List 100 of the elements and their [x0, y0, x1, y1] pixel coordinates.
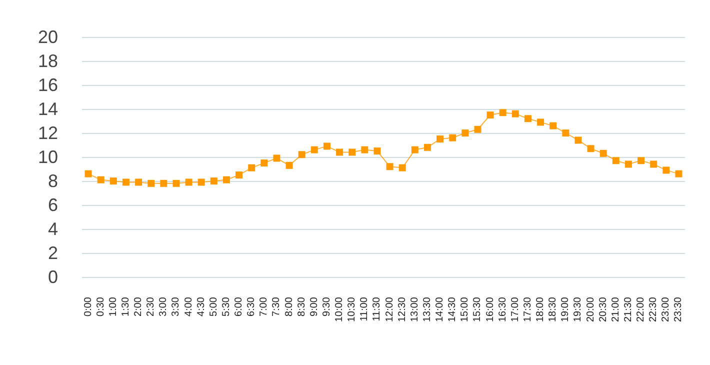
point [160, 180, 168, 187]
point [348, 148, 356, 156]
x-tick-label: 14:30 [447, 296, 458, 322]
x-tick-label: 4:30 [196, 296, 207, 316]
y-tick-label: 18 [38, 51, 58, 71]
x-tick-label: 6:30 [246, 296, 258, 316]
x-tick-label: 21:30 [622, 296, 634, 322]
point [122, 178, 130, 186]
point [411, 146, 418, 154]
point [675, 170, 682, 178]
x-tick-label: 19:00 [560, 296, 572, 322]
point [336, 148, 344, 156]
x-tick-label: 16:30 [497, 296, 508, 322]
point [172, 180, 180, 187]
point [298, 151, 306, 158]
point [587, 145, 594, 152]
x-tick-label: 0:30 [95, 296, 106, 316]
x-tick-label: 6:00 [234, 296, 245, 316]
point [323, 142, 330, 150]
x-tick-label: 2:00 [133, 296, 144, 316]
x-tick-label: 8:30 [296, 296, 308, 316]
point [84, 170, 92, 178]
point [474, 126, 482, 133]
y-tick-label: 20 [38, 27, 58, 47]
point [562, 130, 570, 136]
x-tick-label: 15:00 [460, 296, 471, 322]
x-tick-label: 16:00 [484, 296, 496, 322]
point [110, 178, 117, 184]
x-tick-label: 9:30 [321, 296, 332, 316]
y-tick-label: 8 [48, 171, 58, 191]
point [449, 134, 456, 142]
x-tick-label: 8:00 [284, 296, 295, 316]
point [236, 172, 243, 178]
x-tick-label: 11:30 [372, 296, 383, 322]
x-tick-label: 22:30 [648, 296, 660, 322]
y-tick-label: 10 [38, 147, 58, 167]
x-tick-label: 17:00 [510, 296, 521, 322]
point [135, 178, 142, 186]
x-tick-label: 18:00 [535, 296, 546, 322]
x-tick-label: 3:30 [170, 296, 182, 316]
y-tick-label: 4 [48, 219, 58, 239]
point [374, 148, 381, 154]
x-tick-label: 14:00 [434, 296, 446, 322]
x-tick-label: 7:00 [258, 296, 270, 316]
y-tick-label: 12 [38, 123, 58, 143]
point [185, 178, 192, 186]
point [210, 178, 218, 184]
point [398, 164, 406, 172]
x-tick-label: 12:30 [396, 296, 408, 322]
x-tick-label: 17:30 [522, 296, 534, 322]
x-tick-label: 20:30 [598, 296, 609, 322]
y-tick-label: 2 [48, 243, 58, 263]
point [612, 157, 620, 164]
point [512, 110, 519, 118]
y-tick-label: 14 [38, 99, 58, 119]
point [499, 109, 506, 116]
x-tick-label: 15:30 [472, 296, 484, 322]
y-tick-label: 6 [48, 195, 58, 215]
point [600, 150, 607, 157]
x-tick-label: 18:30 [548, 296, 559, 322]
point [650, 160, 658, 168]
y-tick-label: 16 [38, 75, 58, 95]
x-tick-label: 13:30 [422, 296, 433, 322]
point [148, 180, 155, 187]
x-tick-label: 20:00 [585, 296, 596, 322]
point [424, 144, 431, 151]
x-tick-label: 5:30 [220, 296, 232, 316]
x-tick-label: 5:00 [208, 296, 220, 316]
x-tick-label: 23:00 [660, 296, 672, 322]
point [436, 136, 444, 142]
point [248, 164, 256, 172]
point [550, 122, 557, 130]
x-tick-label: 19:30 [572, 296, 584, 322]
point [462, 130, 469, 136]
point [361, 146, 368, 154]
point [524, 115, 532, 122]
point [662, 166, 670, 174]
point [486, 112, 494, 118]
point [386, 163, 394, 170]
x-tick-label: 21:00 [610, 296, 622, 322]
point [260, 160, 268, 166]
x-tick-label: 12:00 [384, 296, 396, 322]
x-tick-label: 7:30 [271, 296, 282, 316]
point [97, 176, 104, 184]
x-tick-label: 4:00 [183, 296, 194, 316]
x-tick-label: 2:30 [146, 296, 157, 316]
x-tick-label: 1:30 [120, 296, 132, 316]
point [638, 157, 645, 164]
x-tick-label: 10:30 [346, 296, 358, 322]
point [537, 118, 544, 126]
x-tick-label: 10:00 [334, 296, 346, 322]
x-tick-label: 22:00 [636, 296, 647, 322]
point [574, 136, 582, 144]
y-tick-label: 0 [48, 267, 58, 287]
point [222, 176, 230, 184]
point [198, 178, 205, 186]
point [273, 154, 280, 162]
x-tick-label: 23:30 [673, 296, 684, 322]
x-tick-label: 1:00 [108, 296, 119, 316]
point [310, 146, 318, 154]
